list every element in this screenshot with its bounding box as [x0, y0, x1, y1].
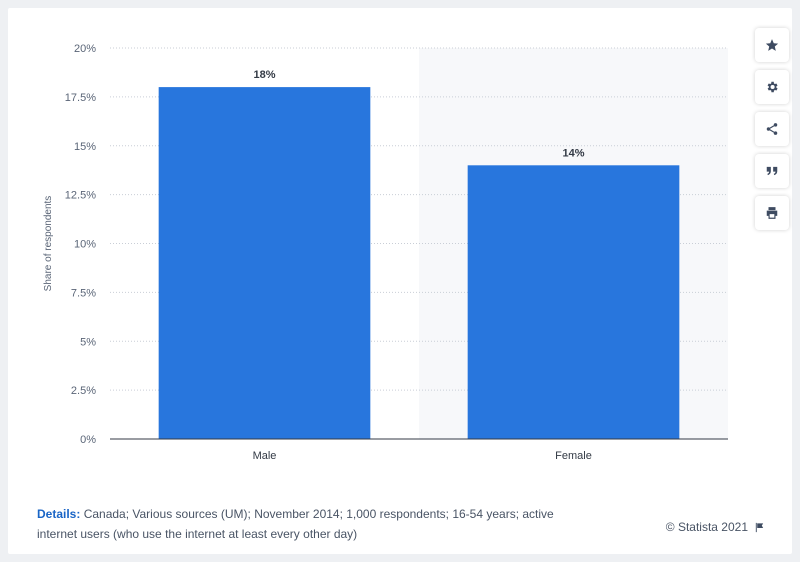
settings-button[interactable] — [755, 70, 789, 104]
y-tick-label: 20% — [74, 43, 96, 55]
y-tick-label: 17.5% — [65, 92, 96, 104]
copyright[interactable]: © Statista 2021 — [666, 520, 765, 534]
details-note: Details: Canada; Various sources (UM); N… — [37, 504, 557, 544]
details-text: Canada; Various sources (UM); November 2… — [37, 507, 554, 541]
y-tick-label: 15% — [74, 141, 96, 153]
side-toolbar — [755, 28, 789, 238]
y-tick-label: 10% — [74, 239, 96, 251]
bar-female — [467, 165, 680, 440]
flag-icon — [755, 522, 764, 532]
y-tick-label: 0% — [80, 434, 96, 446]
copyright-text: © Statista 2021 — [665, 520, 748, 534]
x-tick-label: Female — [555, 450, 592, 462]
favorite-button[interactable] — [755, 28, 789, 62]
details-label: Details: — [37, 507, 81, 521]
bar-chart: 0% 2.5% 5% 7.5% 10% 12.5% 15% 17.5% 20% Share of … — [43, 43, 728, 462]
y-tick-label: 12.5% — [65, 190, 96, 202]
chart-card: 0% 2.5% 5% 7.5% 10% 12.5% 15% 17.5% 20% Share of … — [8, 8, 792, 554]
share-icon — [766, 123, 778, 135]
y-tick-label: 2.5% — [71, 385, 96, 397]
bar-male — [158, 87, 371, 439]
gear-icon — [767, 81, 778, 93]
cite-button[interactable] — [755, 154, 789, 188]
quote-icon — [766, 166, 778, 176]
data-label: 18% — [253, 69, 275, 81]
share-button[interactable] — [755, 112, 789, 146]
y-axis-label: Share of respondents — [43, 196, 54, 292]
y-tick-label: 5% — [80, 336, 96, 348]
print-icon — [766, 207, 778, 219]
print-button[interactable] — [755, 196, 789, 230]
star-icon — [765, 39, 779, 51]
x-tick-label: Male — [253, 450, 277, 462]
y-tick-label: 7.5% — [71, 287, 96, 299]
data-label: 14% — [562, 147, 584, 159]
